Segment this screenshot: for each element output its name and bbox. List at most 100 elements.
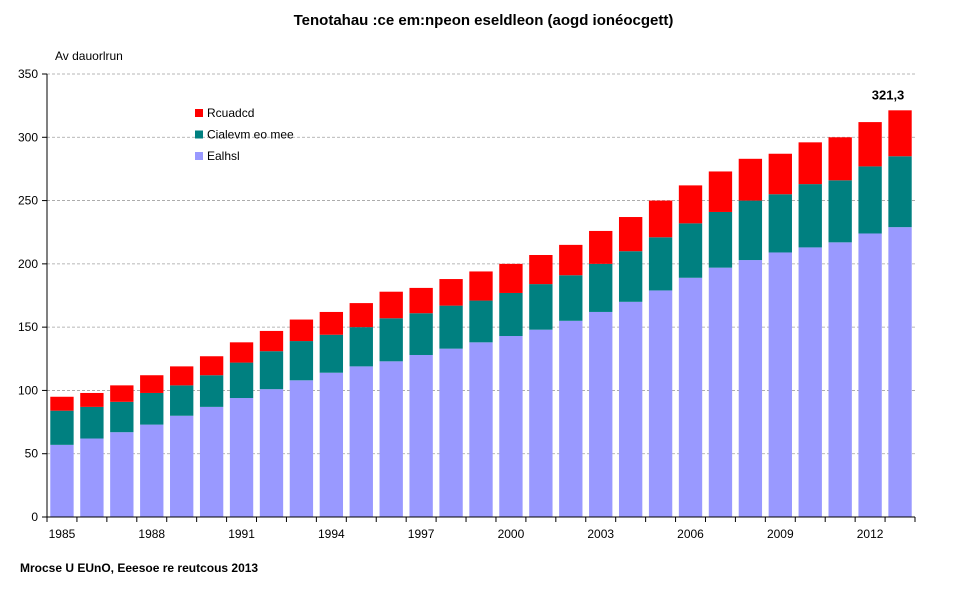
bar-segment — [529, 329, 553, 517]
bar-segment — [708, 267, 733, 517]
bar-segment — [199, 375, 224, 407]
bar-segment — [409, 313, 433, 355]
bar-segment — [170, 366, 194, 386]
bar-segment — [289, 380, 314, 517]
bar-segment — [559, 244, 583, 276]
y-tick-label: 250 — [18, 194, 38, 208]
bar-segment — [678, 277, 703, 517]
y-tick-label: 100 — [18, 383, 38, 397]
bar-segment — [319, 372, 344, 517]
bar-segment — [140, 375, 164, 393]
bar-segment — [259, 330, 284, 352]
bar-segment — [738, 158, 763, 201]
bar-segment — [828, 137, 852, 181]
bar-segment — [439, 305, 463, 349]
axes: 0 50 100 150 200 250 300 350 1985 1988 1991 1994 199… — [18, 67, 916, 541]
y-tick-label: 150 — [18, 320, 38, 334]
bar-segment — [469, 342, 493, 517]
bar-segment — [50, 410, 74, 445]
bar-segment — [798, 142, 822, 185]
bar-segment — [349, 303, 373, 328]
bar-segment — [708, 211, 733, 268]
x-tick-label: 2009 — [767, 527, 794, 541]
bar-segment — [589, 311, 613, 517]
bar-segment — [80, 406, 104, 439]
bar-segment — [140, 392, 164, 425]
x-tick-label: 2003 — [587, 527, 614, 541]
y-tick-label: 0 — [31, 510, 38, 524]
legend-swatch — [195, 109, 203, 117]
bar-segment — [858, 166, 882, 234]
bar-segment — [828, 180, 852, 243]
y-tick-label: 350 — [18, 67, 38, 81]
legend-label: Cialevm eo mee — [207, 128, 294, 142]
bar-segment — [409, 354, 433, 517]
bar-segment — [289, 319, 314, 342]
bar-segment — [888, 227, 912, 517]
bar-segment — [499, 336, 523, 517]
bar-segment — [110, 385, 134, 402]
legend-label: Rcuadcd — [207, 106, 254, 120]
legend: Rcuadcd Cialevm eo mee Ealhsl — [195, 106, 294, 163]
bar-segment — [259, 389, 284, 517]
legend-swatch — [195, 130, 203, 139]
bar-segment — [708, 171, 733, 212]
bar-segment — [50, 444, 74, 517]
bar-segment — [529, 284, 553, 330]
bar-segment — [349, 327, 373, 367]
bar-segment — [738, 200, 763, 261]
bar-segment — [618, 217, 643, 252]
bar-segment — [738, 260, 763, 517]
bar-segment — [559, 320, 583, 517]
bar-segment — [888, 110, 912, 157]
bar-segment — [379, 291, 403, 319]
bar-segment — [379, 361, 403, 517]
bar-segment — [199, 356, 224, 376]
bar-segment — [259, 351, 284, 390]
bar-segment — [140, 424, 164, 517]
bar-segment — [589, 230, 613, 264]
bar-segment — [858, 233, 882, 518]
bar-segment — [229, 398, 254, 517]
bar-segment — [888, 156, 912, 228]
bar-segment — [768, 153, 792, 195]
bar-segment — [409, 287, 433, 314]
legend-swatch — [195, 152, 203, 160]
x-tick-label: 1991 — [228, 527, 255, 541]
x-tick-label: 1994 — [318, 527, 345, 541]
bar-segment — [678, 223, 703, 278]
x-tick-label: 2012 — [857, 527, 884, 541]
bar-segment — [319, 311, 344, 335]
bar-segment — [648, 290, 673, 517]
bar-segment — [678, 185, 703, 224]
bar-segment — [469, 300, 493, 343]
bar-segment — [439, 279, 463, 306]
bar-segment — [798, 247, 822, 517]
x-tick-label: 2000 — [498, 527, 525, 541]
bars — [50, 110, 912, 518]
legend-label: Ealhsl — [207, 149, 240, 163]
bar-segment — [559, 275, 583, 321]
bar-segment — [529, 254, 553, 285]
bar-annotation-total: 321,3 — [872, 87, 905, 102]
source-note: Mrocse U EUnO, Eeesoe re reutcous 2013 — [20, 561, 259, 575]
bar-segment — [50, 396, 74, 411]
chart-title: Tenotahau :ce em:npeon eseldleon (aogd i… — [293, 12, 674, 29]
bar-segment — [648, 237, 673, 291]
bar-segment — [80, 438, 104, 517]
bar-segment — [469, 271, 493, 301]
x-tick-label: 1985 — [49, 527, 76, 541]
bar-segment — [768, 194, 792, 253]
bar-segment — [798, 184, 822, 248]
x-tick-label: 1997 — [408, 527, 435, 541]
bar-segment — [289, 341, 314, 381]
bar-segment — [80, 392, 104, 407]
bar-segment — [828, 242, 852, 517]
bar-segment — [229, 362, 254, 399]
y-tick-label: 200 — [18, 257, 38, 271]
bar-segment — [768, 252, 792, 518]
bar-segment — [499, 263, 523, 293]
bar-segment — [170, 385, 194, 416]
bar-segment — [349, 366, 373, 517]
